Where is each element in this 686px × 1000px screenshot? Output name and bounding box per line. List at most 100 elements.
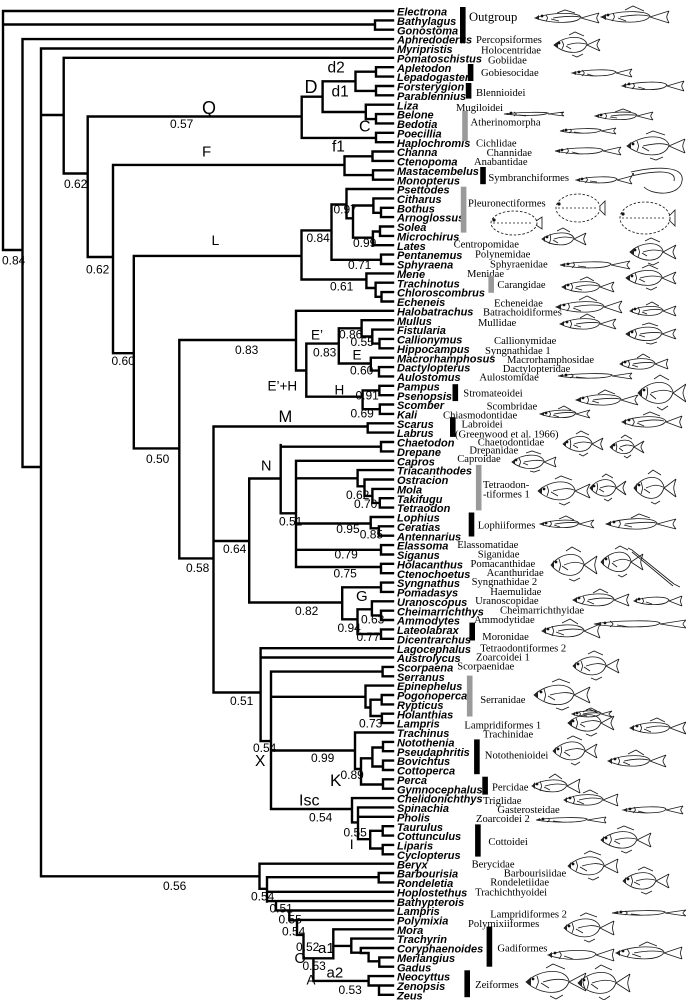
svg-text:0.84: 0.84 <box>2 254 26 268</box>
svg-text:0.53: 0.53 <box>303 959 327 973</box>
svg-text:Channidae: Channidae <box>487 148 533 159</box>
svg-text:Chaetodon: Chaetodon <box>397 438 455 450</box>
svg-text:Lophiiformes: Lophiiformes <box>478 520 536 531</box>
svg-text:Zeiformes: Zeiformes <box>475 980 519 991</box>
svg-text:Pleuronectiformes: Pleuronectiformes <box>468 198 546 209</box>
svg-text:0.77: 0.77 <box>357 630 381 644</box>
svg-text:Fistularia: Fistularia <box>397 325 446 337</box>
svg-text:Citharus: Citharus <box>397 194 442 206</box>
svg-text:0.58: 0.58 <box>186 561 210 575</box>
svg-text:Cheimarrichthys: Cheimarrichthys <box>397 606 484 618</box>
svg-text:Taurulus: Taurulus <box>397 822 443 834</box>
svg-text:Lateolabrax: Lateolabrax <box>397 625 460 637</box>
svg-text:Monopterus: Monopterus <box>397 175 460 187</box>
svg-text:E’: E’ <box>311 328 323 343</box>
svg-text:0.89: 0.89 <box>341 768 365 782</box>
svg-text:E’+H: E’+H <box>268 379 298 394</box>
svg-text:Mugiloidei: Mugiloidei <box>456 103 503 114</box>
svg-text:0.54: 0.54 <box>282 925 306 939</box>
svg-text:Serranidae: Serranidae <box>480 695 526 706</box>
svg-text:Psettodes: Psettodes <box>397 185 450 197</box>
svg-text:a2: a2 <box>327 965 344 982</box>
svg-text:0.57: 0.57 <box>170 117 194 131</box>
svg-text:Triglidae: Triglidae <box>483 796 522 807</box>
svg-text:d1: d1 <box>332 84 349 101</box>
svg-text:0.56: 0.56 <box>163 879 187 893</box>
svg-text:Chiasmodontidae: Chiasmodontidae <box>443 410 517 421</box>
svg-text:Callionymidae: Callionymidae <box>494 336 557 347</box>
svg-text:Chaetodontidae: Chaetodontidae <box>478 437 545 448</box>
svg-text:Dactylopterus: Dactylopterus <box>397 363 470 375</box>
svg-text:Percidae: Percidae <box>492 782 529 793</box>
svg-text:Elassoma: Elassoma <box>397 541 448 553</box>
svg-text:Macrorhamphosidae: Macrorhamphosidae <box>507 355 594 366</box>
svg-text:Rondeletia: Rondeletia <box>397 878 453 890</box>
svg-text:Gonostoma: Gonostoma <box>397 25 458 37</box>
svg-text:Uranoscopus: Uranoscopus <box>397 597 467 609</box>
svg-text:N: N <box>261 459 271 475</box>
svg-text:Scombridae: Scombridae <box>487 401 538 412</box>
svg-text:0.52: 0.52 <box>296 940 320 954</box>
svg-text:0.55: 0.55 <box>344 826 368 840</box>
svg-text:Haplochromis: Haplochromis <box>397 138 470 150</box>
svg-text:Liparis: Liparis <box>397 841 433 853</box>
svg-text:Polynemidae: Polynemidae <box>475 249 531 260</box>
svg-text:Macrorhamphosus: Macrorhamphosus <box>397 353 495 365</box>
svg-text:0.70: 0.70 <box>354 497 378 511</box>
svg-text:Pomatoschistus: Pomatoschistus <box>397 53 482 65</box>
svg-text:K: K <box>330 771 342 790</box>
svg-text:Trachinidae: Trachinidae <box>483 730 534 741</box>
svg-text:0.53: 0.53 <box>339 983 363 997</box>
svg-text:0.62: 0.62 <box>346 488 370 502</box>
svg-text:Syngnathus: Syngnathus <box>397 578 460 590</box>
svg-text:Gymnocephalus: Gymnocephalus <box>397 784 483 796</box>
svg-text:Ceratias: Ceratias <box>397 522 440 534</box>
svg-text:Berycidae: Berycidae <box>472 860 515 871</box>
svg-text:Kali: Kali <box>397 410 418 422</box>
svg-text:Poecillia: Poecillia <box>397 128 442 140</box>
svg-text:Tetraodontiformes 2: Tetraodontiformes 2 <box>480 643 566 654</box>
svg-text:Sphyraena: Sphyraena <box>397 260 453 272</box>
svg-text:I: I <box>350 836 354 852</box>
svg-text:Mullus: Mullus <box>397 316 432 328</box>
svg-text:Beryx: Beryx <box>397 859 428 871</box>
svg-text:Isc: Isc <box>299 793 319 810</box>
svg-text:0.69: 0.69 <box>351 407 375 421</box>
svg-text:Aphredoderus: Aphredoderus <box>396 35 472 47</box>
svg-text:0.79: 0.79 <box>335 548 359 562</box>
svg-text:Arnoglossus: Arnoglossus <box>396 213 464 225</box>
svg-text:Notothenioidei: Notothenioidei <box>485 751 549 762</box>
svg-text:F: F <box>202 144 211 161</box>
svg-text:Holocentridae: Holocentridae <box>481 46 541 57</box>
svg-text:0.63: 0.63 <box>361 613 385 627</box>
svg-text:Capros: Capros <box>397 456 435 468</box>
svg-text:Electrona: Electrona <box>397 7 447 19</box>
svg-text:Cottoperca: Cottoperca <box>397 766 455 778</box>
svg-text:Neocyttus: Neocyttus <box>397 972 450 984</box>
svg-text:0.62: 0.62 <box>64 177 88 191</box>
svg-text:0.83: 0.83 <box>235 343 259 357</box>
svg-text:Menidae: Menidae <box>467 269 504 280</box>
svg-text:Barbourisia: Barbourisia <box>397 869 458 881</box>
svg-text:Mastacembelus: Mastacembelus <box>397 166 479 178</box>
svg-text:0.50: 0.50 <box>146 452 170 466</box>
svg-text:Myripristis: Myripristis <box>397 44 453 56</box>
svg-text:0.94: 0.94 <box>338 621 362 635</box>
svg-text:Acanthuridae: Acanthuridae <box>487 568 544 579</box>
svg-text:0.51: 0.51 <box>270 902 294 916</box>
svg-text:0.64: 0.64 <box>223 542 247 556</box>
svg-text:0.86: 0.86 <box>339 328 363 342</box>
svg-text:Rondeletiidae: Rondeletiidae <box>490 878 549 889</box>
svg-text:Cottunculus: Cottunculus <box>397 831 461 843</box>
svg-text:Hippocampus: Hippocampus <box>397 344 470 356</box>
svg-text:D: D <box>305 77 318 97</box>
svg-text:Barbourisiidae: Barbourisiidae <box>504 869 567 880</box>
svg-text:Drepanidae: Drepanidae <box>469 446 518 457</box>
svg-text:Ammodytidae: Ammodytidae <box>474 615 535 626</box>
svg-text:0.75: 0.75 <box>334 567 358 581</box>
svg-text:Mola: Mola <box>397 485 422 497</box>
svg-text:Aulostomus: Aulostomus <box>396 372 461 384</box>
svg-text:Callionymus: Callionymus <box>397 335 462 347</box>
svg-text:Uranoscopidae: Uranoscopidae <box>475 596 539 607</box>
svg-text:Lepadogaster: Lepadogaster <box>397 72 470 84</box>
